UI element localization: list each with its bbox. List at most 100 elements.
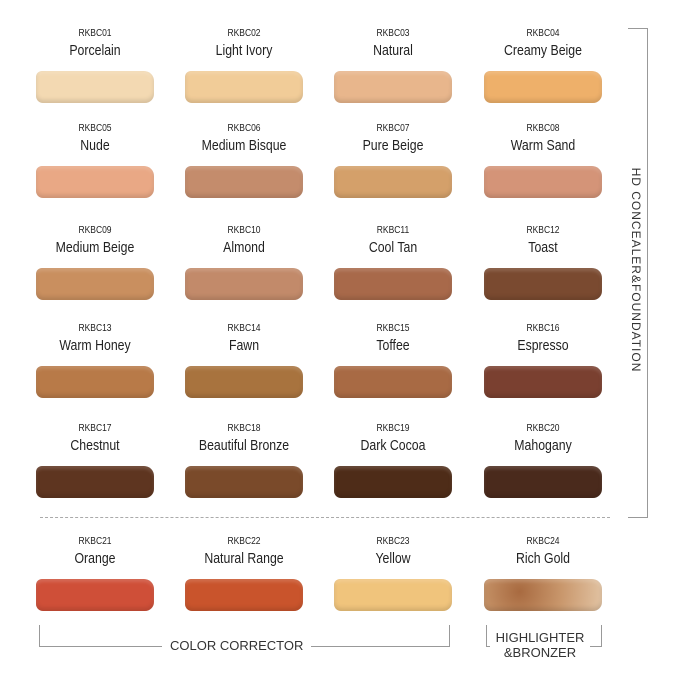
shade-name: Creamy Beige [504, 42, 582, 59]
color-swatch [185, 366, 303, 398]
shade-code: RKBC16 [526, 323, 560, 334]
shade-name: Natural [373, 42, 413, 59]
shade-code: RKBC06 [227, 123, 261, 134]
color-swatch [484, 268, 602, 300]
shade-code: RKBC01 [78, 28, 112, 39]
shade-code: RKBC24 [526, 536, 560, 547]
color-swatch [484, 579, 602, 611]
highlighter-label-line2: &BRONZER [503, 645, 577, 660]
shade-code: RKBC11 [376, 225, 410, 236]
shade-name: Porcelain [69, 42, 121, 59]
swatch-item: RKBC10 Almond [174, 224, 314, 300]
swatch-item: RKBC19 Dark Cocoa [323, 422, 463, 498]
shade-name: Light Ivory [215, 42, 273, 59]
swatch-item: RKBC12 Toast [473, 224, 613, 300]
color-swatch [185, 579, 303, 611]
swatch-item: RKBC05 Nude [25, 122, 165, 198]
color-swatch [334, 268, 452, 300]
swatch-item: RKBC07 Pure Beige [323, 122, 463, 198]
shade-name: Espresso [517, 337, 569, 354]
shade-name: Toast [528, 239, 558, 256]
shade-code: RKBC09 [78, 225, 112, 236]
color-swatch [334, 366, 452, 398]
shade-code: RKBC10 [227, 225, 261, 236]
foundation-label: HD CONCEALER&FOUNDATION [629, 159, 643, 381]
color-swatch [334, 166, 452, 198]
swatch-item: RKBC21 Orange [25, 535, 165, 611]
swatch-item: RKBC13 Warm Honey [25, 322, 165, 398]
shade-code: RKBC04 [526, 28, 560, 39]
shade-code: RKBC03 [376, 28, 410, 39]
shade-code: RKBC17 [78, 423, 112, 434]
shade-name: Mahogany [514, 437, 572, 454]
section-divider [40, 517, 610, 518]
swatch-item: RKBC06 Medium Bisque [174, 122, 314, 198]
swatch-item: RKBC16 Espresso [473, 322, 613, 398]
shade-name: Medium Beige [55, 239, 135, 256]
shade-code: RKBC15 [376, 323, 410, 334]
shade-code: RKBC02 [227, 28, 261, 39]
color-swatch [36, 366, 154, 398]
shade-code: RKBC22 [227, 536, 261, 547]
foundation-bracket-top [628, 28, 648, 29]
color-swatch [484, 366, 602, 398]
swatch-item: RKBC23 Yellow [323, 535, 463, 611]
swatch-item: RKBC01 Porcelain [25, 27, 165, 103]
color-swatch [185, 71, 303, 103]
swatch-item: RKBC17 Chestnut [25, 422, 165, 498]
color-swatch [36, 166, 154, 198]
color-swatch [334, 579, 452, 611]
shade-name: Nude [80, 137, 110, 154]
color-swatch [484, 466, 602, 498]
swatch-item: RKBC22 Natural Range [174, 535, 314, 611]
swatch-item: RKBC08 Warm Sand [473, 122, 613, 198]
shade-code: RKBC05 [78, 123, 112, 134]
highlighter-bracket-right [601, 625, 602, 647]
color-swatch [36, 71, 154, 103]
shade-code: RKBC20 [526, 423, 560, 434]
shade-code: RKBC12 [526, 225, 560, 236]
color-swatch [185, 166, 303, 198]
corrector-bracket-right [449, 625, 450, 647]
shade-code: RKBC08 [526, 123, 560, 134]
shade-code: RKBC19 [376, 423, 410, 434]
swatch-item: RKBC09 Medium Beige [25, 224, 165, 300]
shade-name: Chestnut [70, 437, 120, 454]
shade-code: RKBC23 [376, 536, 410, 547]
swatch-item: RKBC20 Mahogany [473, 422, 613, 498]
corrector-bracket-left [39, 625, 40, 647]
swatch-item: RKBC24 Rich Gold [473, 535, 613, 611]
shade-code: RKBC13 [78, 323, 112, 334]
shade-name: Orange [74, 550, 116, 567]
highlighter-bracket-left [486, 625, 487, 647]
shade-name: Warm Honey [59, 337, 131, 354]
color-swatch [484, 166, 602, 198]
color-swatch [185, 268, 303, 300]
shade-code: RKBC07 [376, 123, 410, 134]
shade-code: RKBC21 [78, 536, 112, 547]
shade-name: Dark Cocoa [360, 437, 426, 454]
color-swatch [334, 466, 452, 498]
shade-name: Yellow [375, 550, 411, 567]
swatch-item: RKBC04 Creamy Beige [473, 27, 613, 103]
foundation-bracket-bottom [628, 517, 648, 518]
swatch-item: RKBC03 Natural [323, 27, 463, 103]
shade-name: Natural Range [204, 550, 284, 567]
shade-name: Cool Tan [368, 239, 418, 256]
shade-name: Fawn [228, 337, 260, 354]
swatch-item: RKBC15 Toffee [323, 322, 463, 398]
swatch-item: RKBC02 Light Ivory [174, 27, 314, 103]
shade-name: Pure Beige [362, 137, 424, 154]
swatch-item: RKBC11 Cool Tan [323, 224, 463, 300]
color-swatch [484, 71, 602, 103]
shade-name: Toffee [376, 337, 410, 354]
shade-name: Rich Gold [515, 550, 570, 567]
highlighter-label-line1: HIGHLIGHTER [495, 630, 585, 645]
shade-code: RKBC14 [227, 323, 261, 334]
shade-name: Medium Bisque [201, 137, 287, 154]
shade-name: Warm Sand [510, 137, 576, 154]
color-swatch [36, 466, 154, 498]
shade-name: Almond [223, 239, 265, 256]
color-swatch [334, 71, 452, 103]
swatch-item: RKBC18 Beautiful Bronze [174, 422, 314, 498]
